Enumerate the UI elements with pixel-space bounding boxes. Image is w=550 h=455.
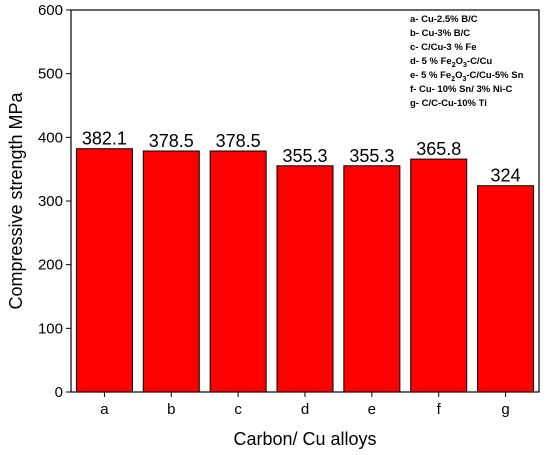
legend-entry-sub2: 3	[463, 62, 467, 69]
legend-entry-suffix: -C/Cu	[467, 56, 493, 67]
data-label-e: 355.3	[349, 146, 394, 166]
x-tick-label-d: d	[301, 401, 309, 418]
bar-e	[343, 165, 401, 393]
y-tick-label-0: 0	[55, 384, 63, 401]
y-tick-label-300: 300	[38, 193, 63, 210]
x-axis-title: Carbon/ Cu alloys	[233, 429, 376, 449]
data-labels: 382.1 378.5 378.5 355.3 355.3 365.8 324	[82, 129, 521, 186]
legend-entry-suffix: -C/Cu-5% Sn	[466, 70, 523, 81]
y-tick-label-500: 500	[38, 66, 63, 83]
legend-entry-sub2: 3	[462, 76, 466, 83]
legend-entry-mid: O	[455, 70, 462, 81]
x-tick-label-f: f	[437, 401, 442, 418]
bar-b	[142, 150, 200, 393]
y-tick-label-100: 100	[38, 320, 63, 337]
data-label-g: 324	[491, 166, 521, 186]
legend-entry-d: d- 5 % Fe2O3-C/Cu	[410, 56, 492, 69]
legend-entry-prefix: g- C/C-Cu-10% Ti	[410, 98, 487, 109]
x-tick-label-c: c	[234, 401, 242, 418]
legend-entry-prefix: d- 5 % Fe	[410, 56, 452, 67]
y-tick-label-400: 400	[38, 129, 63, 146]
legend-entry-a: a- Cu-2.5% B/C	[410, 14, 478, 25]
x-tick-label-b: b	[167, 401, 175, 418]
x-tick-label-a: a	[100, 401, 109, 418]
legend-entry-c: c- C/Cu-3 % Fe	[410, 42, 477, 53]
y-axis-title: Compressive strength MPa	[6, 91, 26, 309]
bar-a	[75, 148, 133, 393]
legend-entry-sub1: 2	[451, 76, 455, 83]
bar-d	[276, 165, 334, 393]
legend-entry-prefix: e- 5 % Fe	[410, 70, 451, 81]
legend-entry-prefix: c- C/Cu-3 % Fe	[410, 42, 477, 53]
legend: a- Cu-2.5% B/C b- Cu-3% B/C c- C/Cu-3 % Fe…	[410, 14, 524, 109]
bars	[75, 148, 535, 393]
x-tick-label-e: e	[368, 401, 376, 418]
legend-entry-b: b- Cu-3% B/C	[410, 28, 470, 39]
x-tick-label-g: g	[501, 401, 509, 418]
legend-entry-g: g- C/C-Cu-10% Ti	[410, 98, 487, 109]
legend-entry-prefix: a- Cu-2.5% B/C	[410, 14, 478, 25]
legend-entry-prefix: f- Cu- 10% Sn/ 3% Ni-C	[410, 84, 513, 95]
y-tick-label-200: 200	[38, 257, 63, 274]
data-label-a: 382.1	[82, 129, 127, 149]
data-label-f: 365.8	[416, 139, 461, 159]
legend-entry-f: f- Cu- 10% Sn/ 3% Ni-C	[410, 84, 513, 95]
legend-entry-e: e- 5 % Fe2O3-C/Cu-5% Sn	[410, 70, 524, 83]
data-label-b: 378.5	[149, 131, 194, 151]
bar-f	[410, 158, 468, 393]
legend-entry-prefix: b- Cu-3% B/C	[410, 28, 470, 39]
y-tick-label-600: 600	[38, 2, 63, 19]
bar-c	[209, 150, 267, 393]
bar-g	[477, 185, 535, 393]
legend-entry-mid: O	[456, 56, 463, 67]
x-axis: a b c d e f g	[100, 392, 510, 418]
data-label-d: 355.3	[282, 146, 327, 166]
legend-entry-sub1: 2	[452, 62, 456, 69]
y-axis: 0 100 200 300 400 500 600	[38, 2, 71, 401]
data-label-c: 378.5	[216, 131, 261, 151]
